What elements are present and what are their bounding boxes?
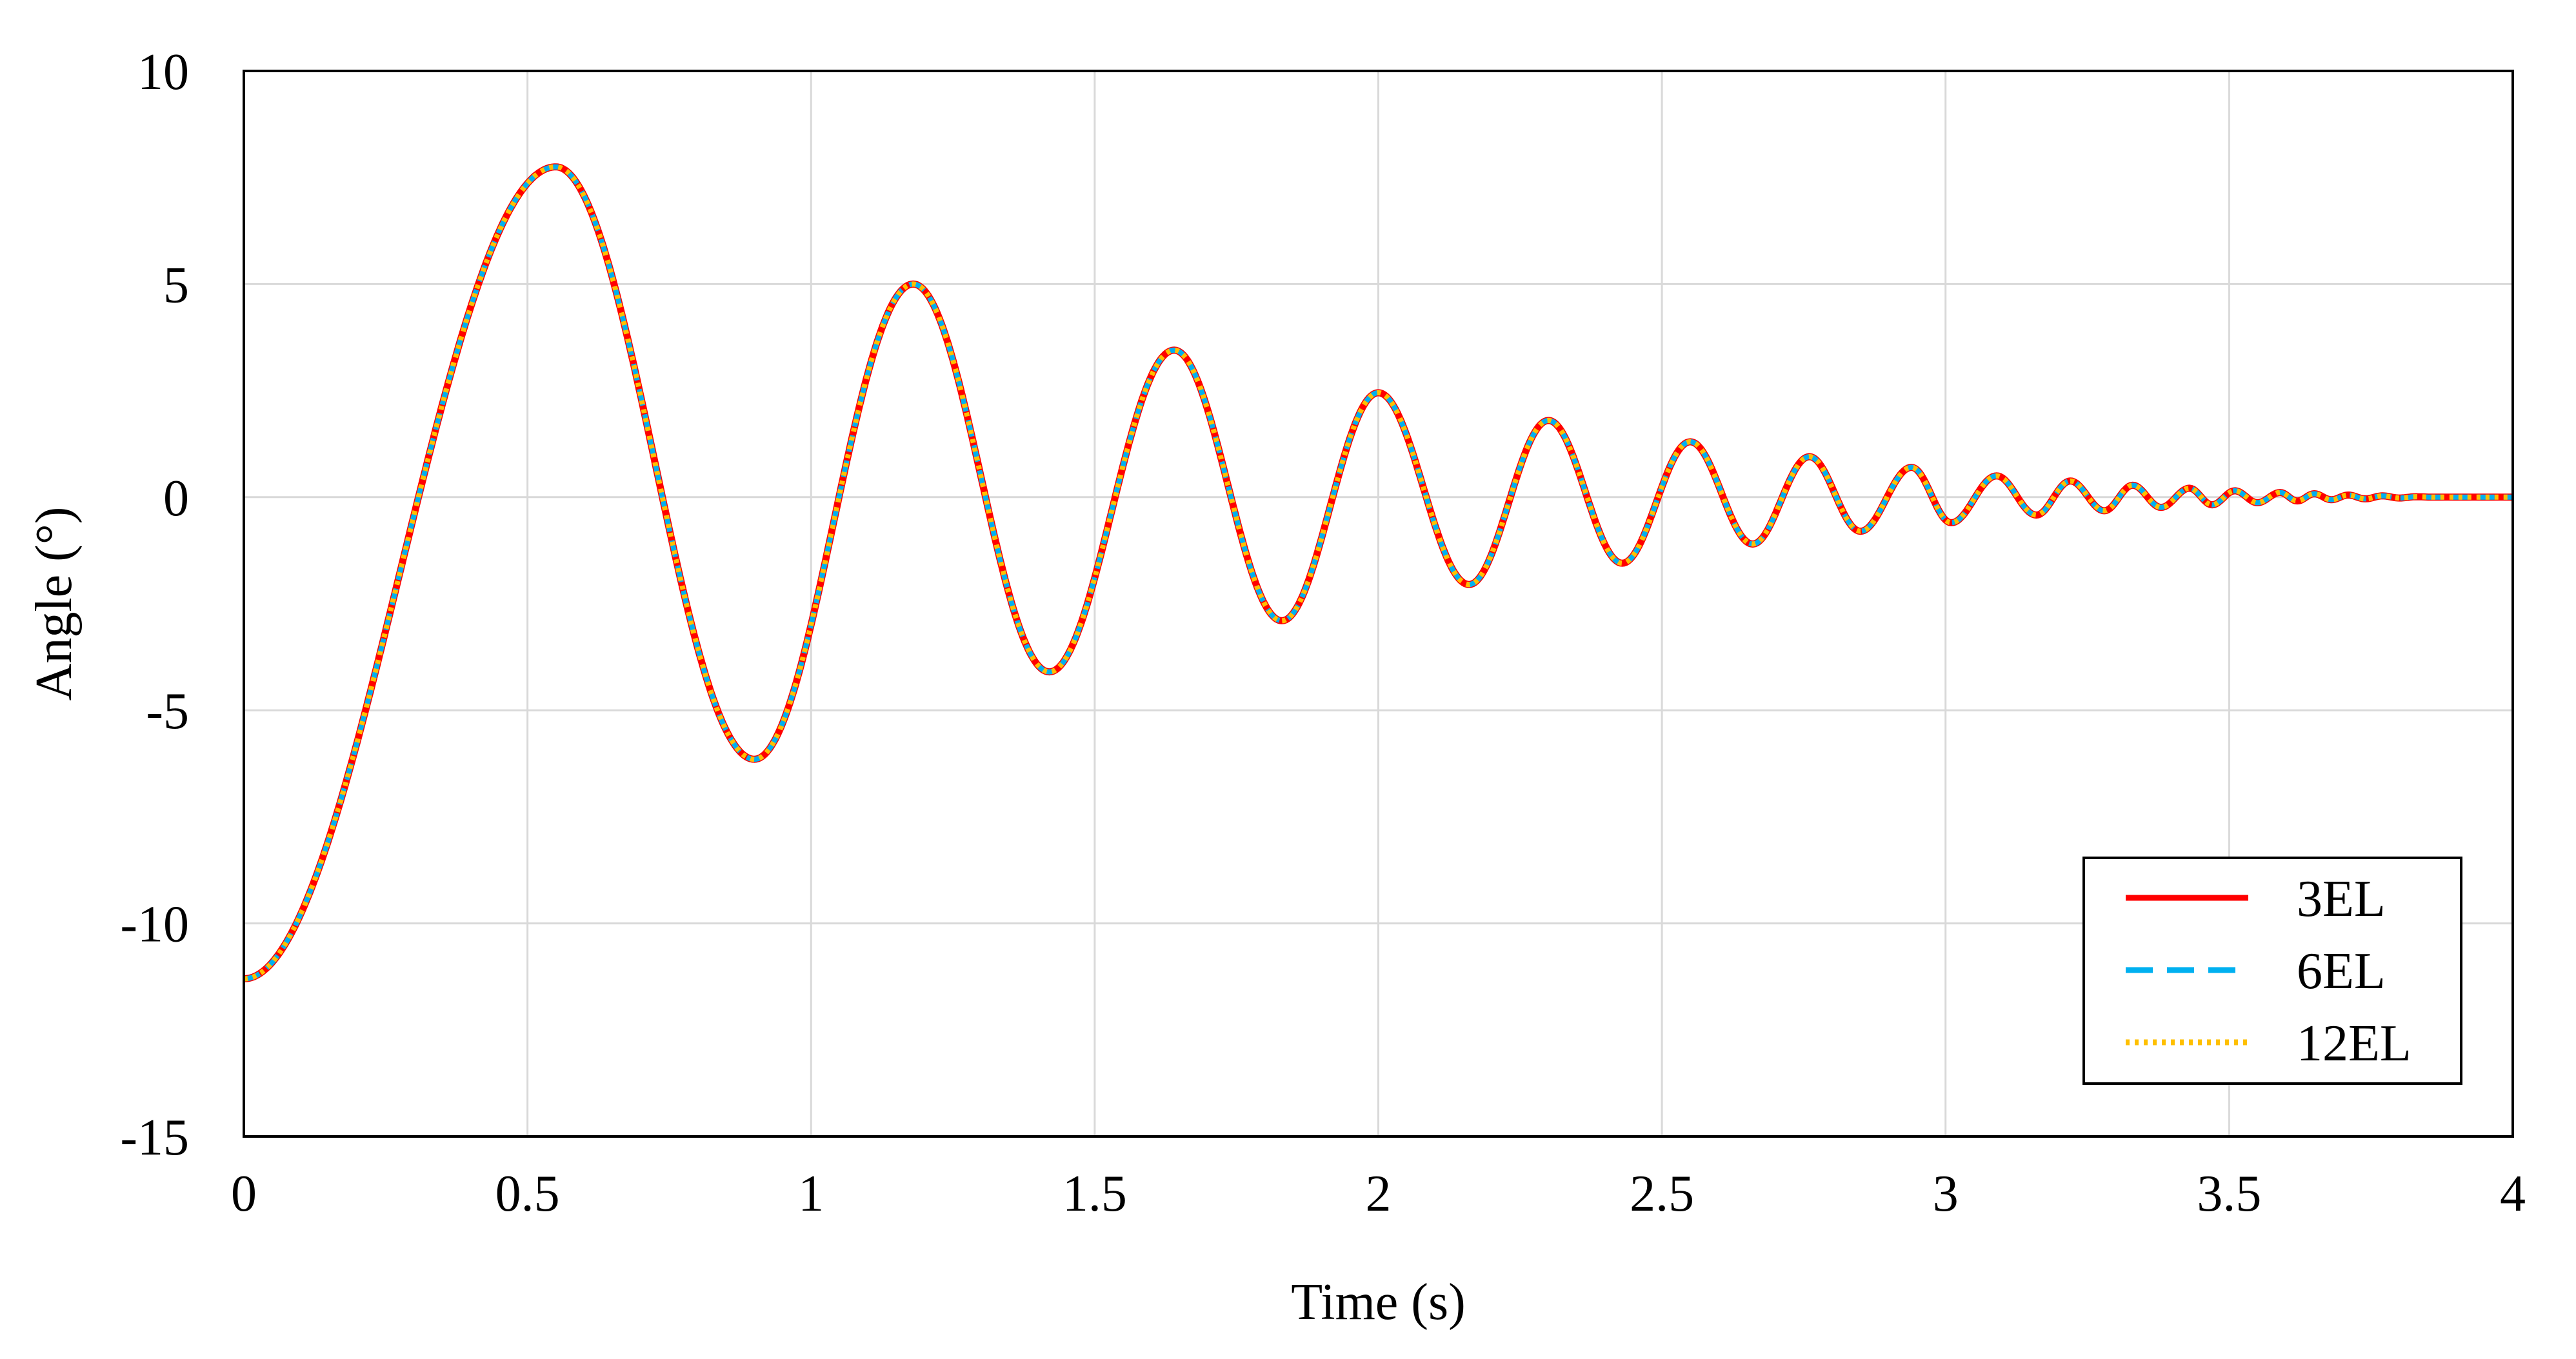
legend-label-6el: 6EL — [2297, 943, 2386, 1000]
legend-label-12el: 12EL — [2297, 1015, 2411, 1072]
x-tick-label: 1 — [798, 1166, 824, 1222]
x-tick-label: 1.5 — [1063, 1166, 1127, 1222]
y-tick-label: 10 — [137, 44, 189, 101]
legend: 3EL 6EL 12EL — [2082, 857, 2462, 1085]
plot-frame — [243, 70, 2514, 1138]
y-tick-label: 0 — [163, 470, 189, 527]
y-tick-labels: 10 5 0 -5 -10 -15 — [120, 44, 189, 1166]
series-line-6el — [243, 164, 2514, 982]
y-tick-label: -5 — [146, 683, 189, 740]
x-tick-label: 0 — [231, 1166, 257, 1222]
x-tick-label: 4 — [2500, 1166, 2526, 1222]
y-tick-label: -15 — [120, 1109, 189, 1166]
x-tick-label: 0.5 — [495, 1166, 560, 1222]
y-axis-label: Angle (°) — [26, 507, 83, 701]
x-tick-labels: 0 0.5 1 1.5 2 2.5 3 3.5 4 — [231, 1166, 2526, 1222]
x-tick-label: 3.5 — [2197, 1166, 2261, 1222]
y-tick-label: -10 — [120, 897, 189, 953]
legend-label-3el: 3EL — [2297, 871, 2386, 927]
x-tick-label: 2.5 — [1630, 1166, 1694, 1222]
x-tick-label: 2 — [1366, 1166, 1392, 1222]
x-axis-label: Time (s) — [1291, 1274, 1465, 1331]
y-tick-label: 5 — [163, 257, 189, 313]
x-tick-label: 3 — [1933, 1166, 1959, 1222]
series-layer — [242, 163, 2515, 982]
series-line-12el — [243, 164, 2514, 982]
